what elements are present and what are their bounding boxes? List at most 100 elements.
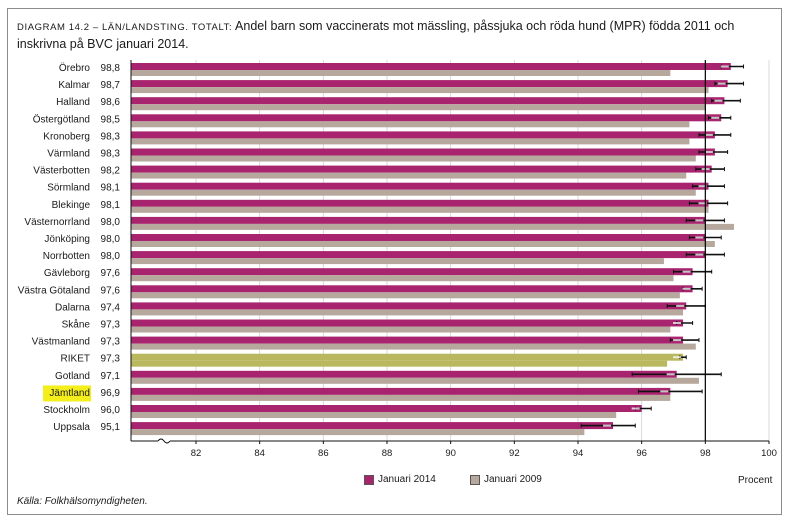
x-tick-label: 96 [636,448,647,459]
category-label: Östergötland [33,113,90,125]
estimate-marker [711,116,720,119]
category-label: Örebro [59,62,91,74]
bar-2009 [131,326,671,333]
bar-2009 [131,394,671,401]
category-label: Dalarna [55,302,90,313]
bar-2014 [131,148,715,156]
bar-2014 [131,216,706,224]
x-tick-label: 84 [254,448,265,459]
estimate-marker [695,219,704,222]
value-label: 97,6 [101,285,121,296]
value-label: 98,1 [101,200,121,211]
value-label: 95,1 [101,422,121,433]
chart-title-text: Andel barn som vaccinerats mot mässling,… [17,19,735,51]
value-label: 98,0 [101,251,121,262]
bar-2014 [131,319,684,327]
bar-2014 [131,285,693,293]
category-label: Halland [56,97,90,108]
estimate-marker [714,99,723,102]
value-label: 97,3 [101,337,121,348]
bar-2014 [131,80,728,88]
category-label: Kronoberg [43,131,90,142]
value-label: 98,8 [101,63,121,74]
bar-2009 [131,343,696,350]
category-label: Sörmland [47,183,90,194]
x-tick-label: 86 [318,448,329,459]
bar-2009 [131,275,674,282]
x-tick-label: 88 [382,448,393,459]
bar-2014 [131,336,684,344]
category-label: Skåne [62,319,91,331]
x-tick-label: 100 [761,448,777,459]
value-label: 98,0 [101,217,121,228]
value-label: 97,3 [101,354,121,365]
source-note: Källa: Folkhälsomyndigheten. [17,496,148,507]
highlight-marker [43,385,91,402]
category-label: Kalmar [58,80,90,91]
value-label: 96,9 [101,388,121,399]
legend-swatch-2009 [470,474,480,485]
category-label: Värmland [47,149,90,160]
bar-2009 [131,206,709,213]
value-label: 97,1 [101,371,121,382]
legend-item-2009: Januari 2009 [470,474,542,485]
bar-2014 [131,405,642,412]
chart-title-prefix: DIAGRAM 14.2 – LÄN/LANDSTING. TOTALT: [17,22,233,33]
chart-title: DIAGRAM 14.2 – LÄN/LANDSTING. TOTALT: An… [17,18,777,52]
value-label: 97,4 [101,302,121,313]
category-label: RIKET [61,354,90,365]
legend-label-2009: Januari 2009 [484,474,542,485]
bar-2014 [131,268,693,276]
bar-2014 [131,387,671,395]
category-label: Gotland [55,371,90,382]
estimate-marker [704,151,713,153]
estimate-marker [682,287,691,290]
bar-2009 [131,309,684,316]
bar-2009 [131,121,690,128]
estimate-marker [673,356,682,359]
estimate-marker [673,322,682,324]
bar-2009 [131,241,715,247]
bar-2009 [131,429,585,436]
x-tick-label: 82 [191,448,202,459]
category-label: Jönköping [44,234,90,245]
estimate-marker [698,202,707,205]
value-label: 97,3 [101,320,121,331]
bar-2009 [131,87,709,94]
value-label: 98,1 [101,183,121,194]
figure-frame [7,8,782,515]
bar-2014 [131,422,614,430]
estimate-marker [673,339,682,342]
estimate-marker [720,65,729,68]
category-label: Gävleborg [44,268,90,279]
category-label: Västmanland [32,337,90,348]
bar-2009 [131,155,696,162]
estimate-marker [676,304,685,307]
bar-2014 [131,353,684,361]
bar-2014 [131,63,731,70]
x-tick-label: 90 [445,448,456,459]
category-label: Norrbotten [43,251,90,262]
value-label: 98,7 [101,80,121,91]
value-label: 98,3 [101,131,121,142]
x-tick-label: 94 [573,448,584,459]
bar-2009 [131,189,696,196]
estimate-marker [603,424,612,427]
x-axis-unit: Procent [738,475,773,486]
bar-2009 [131,172,687,179]
axis-break [157,438,171,444]
bar-2014 [131,251,706,259]
bar-2014 [131,370,677,378]
estimate-marker [695,253,704,256]
value-label: 98,5 [101,114,121,125]
bar-2014 [131,114,722,122]
bar-2014 [131,199,709,207]
category-label: Jämtland [49,388,90,399]
bar-2009 [131,412,617,418]
category-label: Västerbotten [33,166,90,177]
x-tick-label: 92 [509,448,520,459]
bar-2009 [131,360,668,367]
estimate-marker [660,390,669,393]
category-label: Stockholm [43,405,90,416]
estimate-marker [666,373,675,376]
